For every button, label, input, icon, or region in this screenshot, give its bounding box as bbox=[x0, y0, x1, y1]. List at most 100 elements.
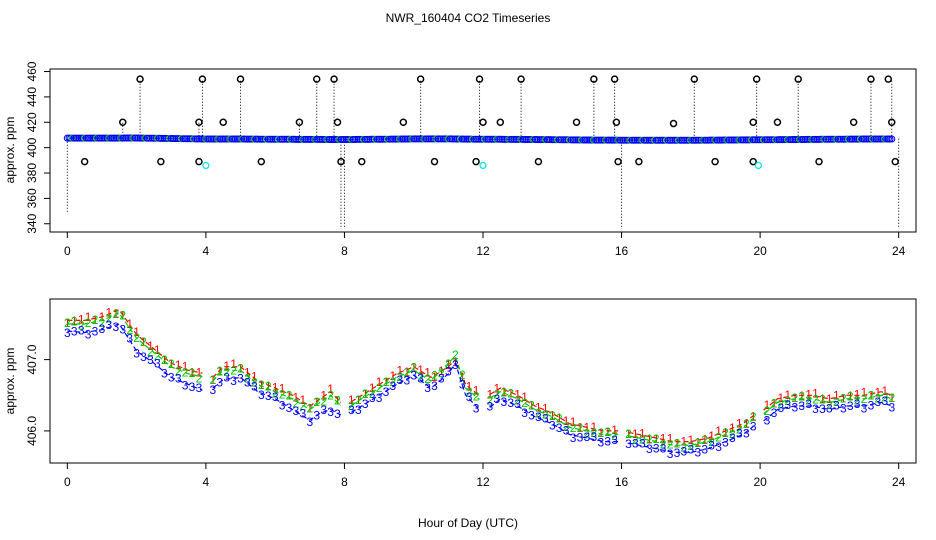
series-point-3: 3 bbox=[306, 415, 313, 429]
series-point-3: 3 bbox=[729, 431, 736, 445]
series-point-3: 3 bbox=[390, 379, 397, 393]
series-point-3: 3 bbox=[611, 433, 618, 447]
series-point-1: 1 bbox=[237, 362, 244, 376]
series-point-2: 2 bbox=[258, 378, 265, 392]
low-outlier-point bbox=[635, 157, 643, 166]
series-point-2: 2 bbox=[639, 433, 646, 447]
x-tick-label: 16 bbox=[615, 475, 629, 489]
high-outlier-point bbox=[669, 119, 678, 128]
series-point-1: 1 bbox=[466, 380, 473, 394]
series-point-2: 2 bbox=[646, 432, 653, 446]
series-point-1: 1 bbox=[840, 392, 847, 406]
series-point-1: 1 bbox=[71, 314, 78, 328]
high-outlier-point bbox=[867, 75, 875, 83]
x-axis: 0 4 8 12 16 20 24 bbox=[64, 232, 906, 258]
series-point-1: 1 bbox=[798, 389, 805, 403]
figure-title: NWR_160404 CO2 Timeseries bbox=[386, 11, 551, 25]
series-point-2: 2 bbox=[590, 426, 597, 440]
series-point-2: 2 bbox=[300, 399, 307, 413]
series-point-1: 1 bbox=[660, 432, 667, 446]
high-outlier-point bbox=[517, 75, 525, 83]
series-point-1: 1 bbox=[667, 431, 674, 445]
series-point-3: 3 bbox=[369, 391, 376, 405]
series-point-2: 2 bbox=[230, 363, 237, 377]
series-point-2: 2 bbox=[549, 409, 556, 423]
series-point-3: 3 bbox=[736, 426, 743, 440]
series-point-1: 1 bbox=[424, 366, 431, 380]
series-point-2: 2 bbox=[133, 331, 140, 345]
series-point-3: 3 bbox=[674, 446, 681, 460]
low-outlier-point bbox=[614, 157, 622, 166]
series-point-2: 2 bbox=[881, 390, 888, 404]
series-point-1: 1 bbox=[715, 424, 722, 438]
x-tick-label: 4 bbox=[203, 475, 210, 489]
series-point-1: 1 bbox=[784, 388, 791, 402]
series-point-3: 3 bbox=[293, 404, 300, 418]
series-point-2: 2 bbox=[313, 395, 320, 409]
series-point-3: 3 bbox=[854, 397, 861, 411]
low-outlier-point bbox=[257, 157, 266, 166]
series-point-2: 2 bbox=[417, 369, 424, 383]
series-point-3: 3 bbox=[487, 400, 494, 414]
series-point-2: 2 bbox=[826, 398, 833, 412]
high-outlier-point bbox=[773, 118, 782, 127]
series-point-1: 1 bbox=[189, 366, 196, 380]
series-point-3: 3 bbox=[784, 398, 791, 412]
series-point-1: 1 bbox=[175, 358, 182, 372]
series-point-2: 2 bbox=[424, 372, 431, 386]
series-point-2: 2 bbox=[847, 389, 854, 403]
series-point-2: 2 bbox=[445, 357, 452, 371]
series-point-3: 3 bbox=[452, 358, 459, 372]
cyan-point bbox=[202, 161, 210, 170]
series-point-1: 1 bbox=[736, 417, 743, 431]
y-tick-label: 400 bbox=[25, 137, 39, 157]
series-point-2: 2 bbox=[369, 387, 376, 401]
high-outlier-point bbox=[236, 75, 245, 83]
series-point-1: 1 bbox=[251, 369, 258, 383]
series-point-1: 1 bbox=[528, 399, 535, 413]
x-tick-label: 12 bbox=[476, 244, 490, 258]
series-point-2: 2 bbox=[161, 353, 168, 367]
series-point-3: 3 bbox=[230, 374, 237, 388]
series-point-1: 1 bbox=[92, 313, 99, 327]
high-outlier-point bbox=[330, 75, 338, 83]
series-point-1: 1 bbox=[272, 380, 279, 394]
series-point-1: 1 bbox=[687, 433, 694, 447]
series-point-2: 2 bbox=[694, 436, 701, 450]
series-point-3: 3 bbox=[286, 401, 293, 415]
cyan-point bbox=[754, 161, 762, 170]
x-tick-label: 8 bbox=[341, 244, 348, 258]
series-point-3: 3 bbox=[320, 403, 327, 417]
series-point-3: 3 bbox=[410, 368, 417, 382]
series-point-3: 3 bbox=[660, 442, 667, 456]
series-point-2: 2 bbox=[535, 407, 542, 421]
low-outlier-point bbox=[337, 157, 345, 166]
series-point-2: 2 bbox=[216, 364, 223, 378]
high-outlier-point bbox=[198, 75, 207, 83]
series-point-3: 3 bbox=[348, 403, 355, 417]
series-point-2: 2 bbox=[244, 372, 251, 386]
series-point-3: 3 bbox=[383, 385, 390, 399]
series-point-2: 2 bbox=[237, 362, 244, 376]
series-point-3: 3 bbox=[888, 401, 895, 415]
high-outlier-point bbox=[610, 75, 619, 83]
series-point-3: 3 bbox=[417, 372, 424, 386]
y-axis-label: approx. ppm bbox=[3, 117, 17, 184]
series-point-2: 2 bbox=[119, 309, 126, 323]
series-point-2: 2 bbox=[112, 307, 119, 321]
series-point-1: 1 bbox=[646, 432, 653, 446]
series-point-1: 1 bbox=[590, 420, 597, 434]
series-point-2: 2 bbox=[459, 368, 466, 382]
series-point-1: 1 bbox=[563, 414, 570, 428]
high-outlier-point bbox=[312, 75, 321, 83]
outlier-points bbox=[80, 75, 899, 170]
series-point-3: 3 bbox=[438, 372, 445, 386]
series-point-2: 2 bbox=[362, 387, 369, 401]
y-axis: 406.0 407.0 bbox=[25, 344, 50, 446]
series-point-3: 3 bbox=[694, 446, 701, 460]
series-point-2: 2 bbox=[556, 411, 563, 425]
series-point-2: 2 bbox=[597, 426, 604, 440]
series-point-1: 1 bbox=[722, 426, 729, 440]
series-point-1: 1 bbox=[500, 385, 507, 399]
series-point-1: 1 bbox=[154, 343, 161, 357]
